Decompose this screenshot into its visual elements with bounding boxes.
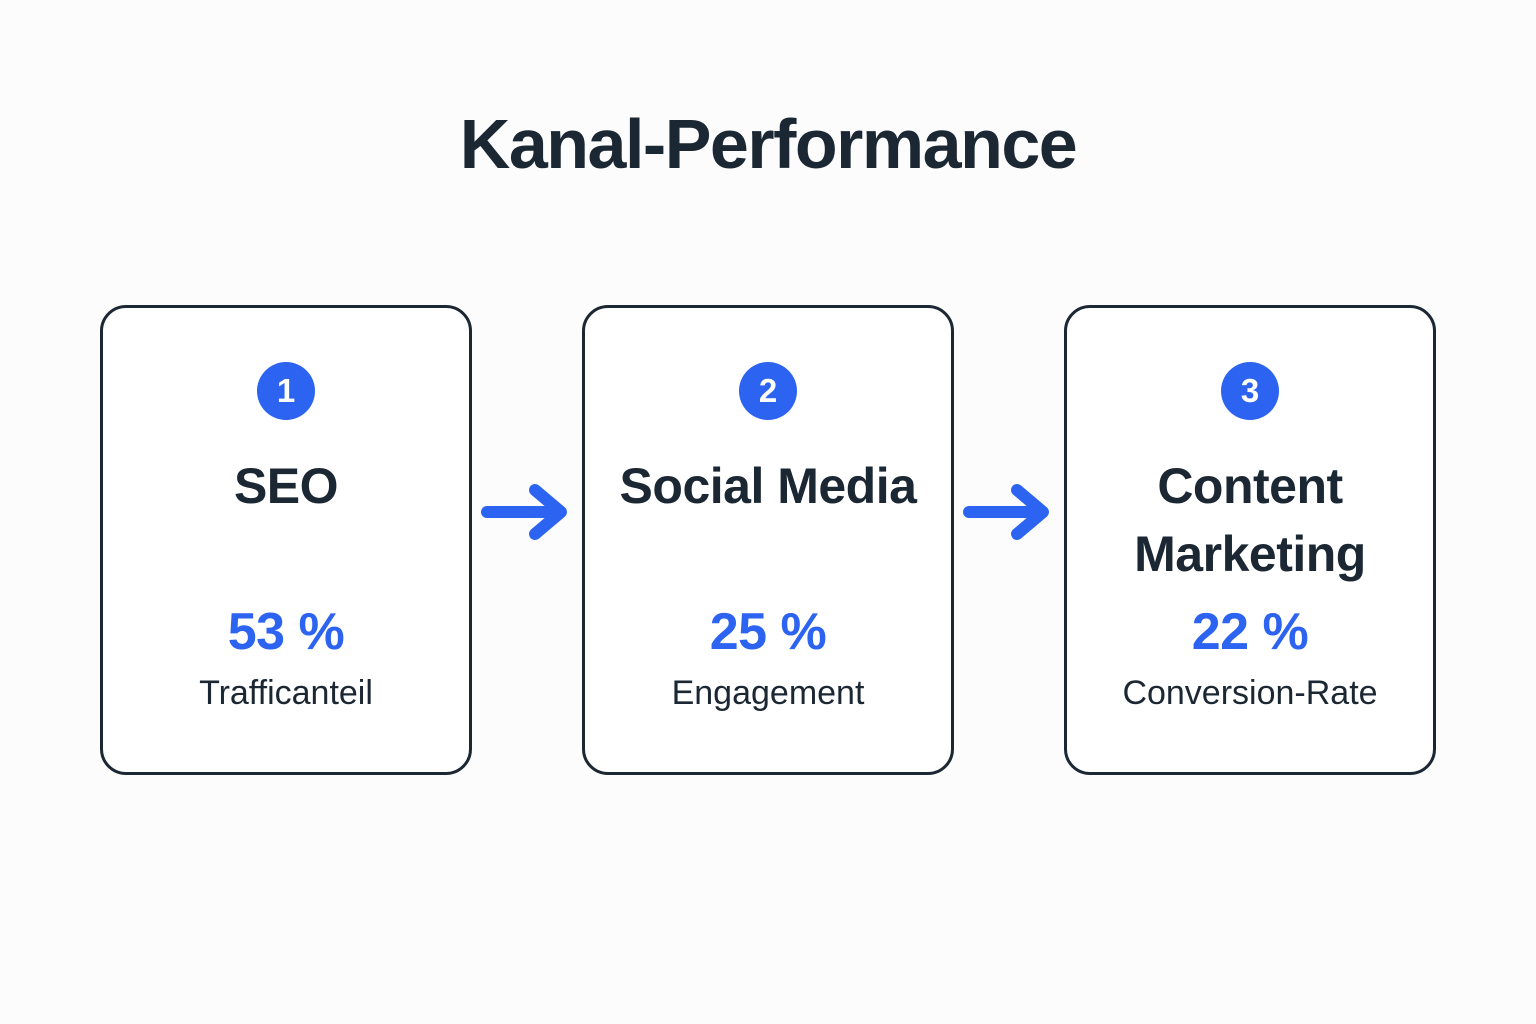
step-label: Conversion-Rate bbox=[1122, 674, 1378, 712]
step-card-seo: 1 SEO 53 % Trafficanteil bbox=[100, 305, 472, 775]
step-title: SEO bbox=[233, 458, 339, 514]
step-number-badge: 3 bbox=[1221, 362, 1279, 420]
step-card-social-media: 2 Social Media 25 % Engagement bbox=[582, 305, 954, 775]
page-title: Kanal-Performance bbox=[459, 105, 1078, 183]
step-number-badge: 2 bbox=[739, 362, 797, 420]
step-title: Content Marketing bbox=[1134, 458, 1366, 582]
right-arrow-icon bbox=[963, 480, 1055, 544]
step-number-badge: 1 bbox=[257, 362, 315, 420]
step-value: 25 % bbox=[709, 603, 827, 661]
step-value: 22 % bbox=[1191, 603, 1309, 661]
right-arrow-icon bbox=[481, 480, 573, 544]
step-label: Engagement bbox=[671, 674, 865, 712]
step-title: Social Media bbox=[619, 458, 917, 514]
step-card-content-marketing: 3 Content Marketing 22 % Conversion-Rate bbox=[1064, 305, 1436, 775]
step-label: Trafficanteil bbox=[199, 674, 373, 712]
step-value: 53 % bbox=[227, 603, 345, 661]
flow-row: 1 SEO 53 % Trafficanteil 2 Social Media … bbox=[100, 305, 1436, 775]
